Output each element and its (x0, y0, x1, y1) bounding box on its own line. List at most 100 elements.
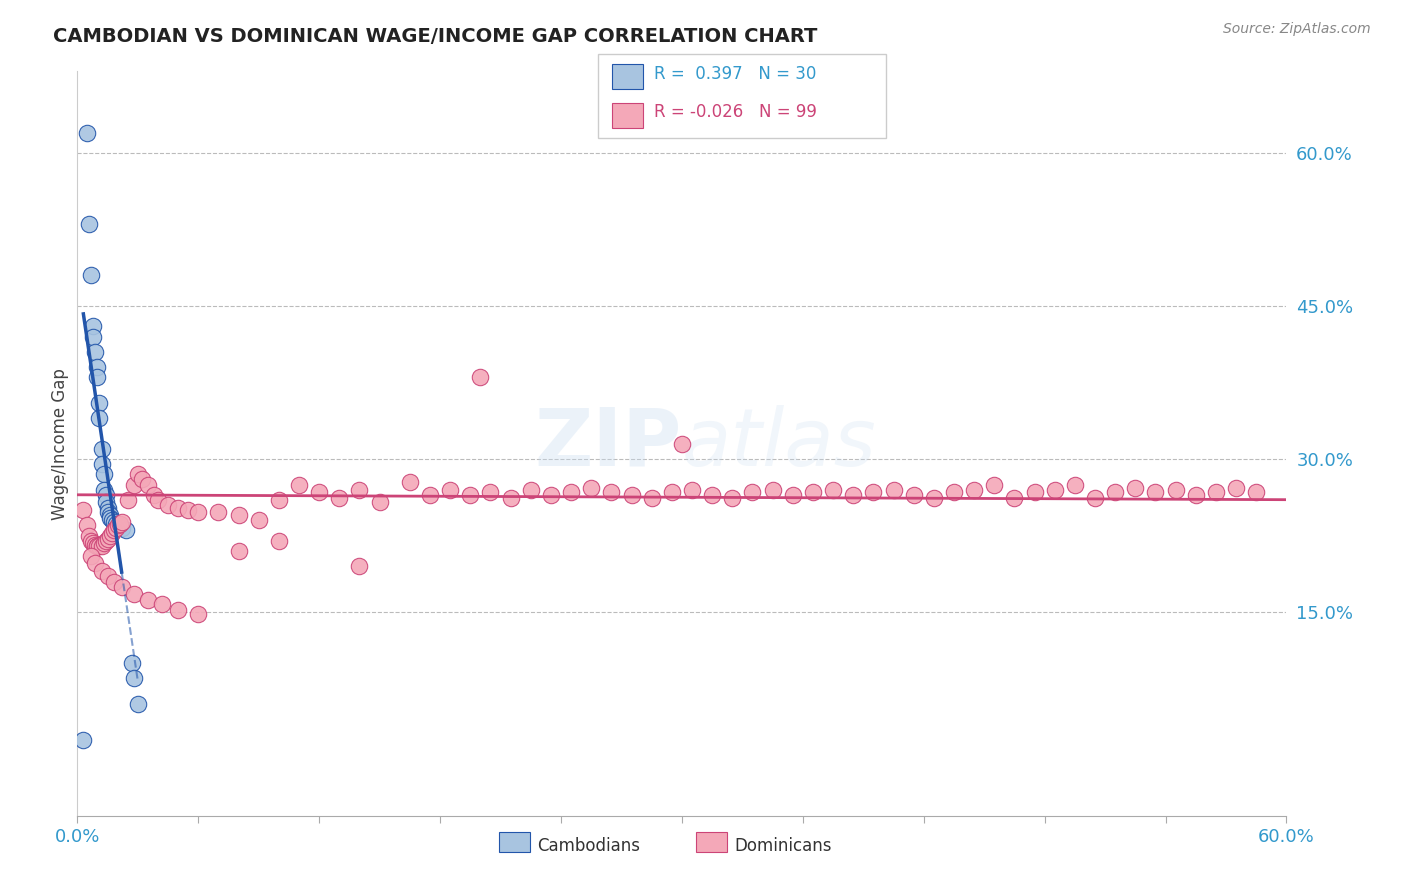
Point (98, 508, 121, 523)
Point (267, 492, 290, 507)
Point (136, 593, 159, 607)
Point (72, 503, 94, 517)
Point (520, 483, 543, 497)
Point (90, 442, 112, 456)
Point (903, 488, 925, 502)
Point (79, 528, 101, 542)
Point (94, 488, 117, 502)
Point (247, 513, 270, 527)
Point (82, 535, 104, 549)
Point (89, 411, 111, 425)
Point (111, 516, 134, 530)
Point (96, 505, 118, 519)
Point (349, 483, 371, 497)
Point (823, 483, 845, 497)
Point (862, 484, 884, 499)
Point (762, 483, 785, 497)
Point (581, 481, 603, 495)
Point (922, 491, 945, 505)
Point (167, 501, 190, 516)
Point (328, 491, 350, 505)
Point (107, 519, 129, 533)
Point (1024, 484, 1046, 499)
Point (842, 488, 865, 502)
Text: CAMBODIAN VS DOMINICAN WAGE/INCOME GAP CORRELATION CHART: CAMBODIAN VS DOMINICAN WAGE/INCOME GAP C… (53, 27, 818, 45)
Point (228, 544, 250, 558)
Point (600, 484, 623, 499)
Point (86, 360, 108, 375)
Point (122, 672, 145, 686)
Point (93, 467, 115, 482)
Point (76, 126, 98, 140)
Point (1004, 491, 1026, 505)
Point (103, 516, 125, 530)
Point (84, 345, 107, 359)
Point (1144, 484, 1167, 499)
Point (439, 483, 461, 497)
Point (349, 559, 371, 574)
Point (93, 535, 115, 549)
Point (671, 436, 693, 450)
Point (470, 370, 492, 384)
Point (72, 732, 94, 747)
Point (86, 539, 108, 553)
Point (111, 580, 134, 594)
Point (100, 513, 122, 527)
Text: R =  0.397   N = 30: R = 0.397 N = 30 (654, 65, 815, 83)
Point (98, 511, 121, 525)
Point (499, 491, 522, 505)
Point (661, 484, 683, 499)
Point (131, 473, 153, 487)
Point (782, 488, 804, 502)
Point (98, 528, 121, 542)
Text: ZIP: ZIP (534, 405, 682, 483)
Point (157, 498, 180, 512)
Point (86, 370, 108, 384)
Point (641, 491, 664, 505)
Text: Cambodians: Cambodians (537, 837, 640, 855)
Point (187, 505, 209, 519)
Point (963, 483, 986, 497)
Point (82, 329, 104, 343)
Point (90, 564, 112, 578)
Point (167, 603, 190, 617)
Point (127, 467, 149, 482)
Point (399, 475, 422, 489)
Point (84, 538, 107, 552)
Text: R = -0.026   N = 99: R = -0.026 N = 99 (654, 103, 817, 120)
Point (122, 477, 145, 491)
Point (146, 492, 169, 507)
Point (1164, 483, 1187, 497)
Point (82, 319, 104, 334)
Text: atlas: atlas (682, 405, 877, 483)
Point (620, 488, 643, 502)
Point (104, 521, 127, 535)
Text: Dominicans: Dominicans (734, 837, 831, 855)
Point (114, 524, 136, 538)
Point (681, 483, 703, 497)
Point (103, 524, 125, 538)
Point (1125, 481, 1147, 495)
Point (76, 518, 98, 533)
Point (1225, 481, 1247, 495)
Text: Source: ZipAtlas.com: Source: ZipAtlas.com (1223, 22, 1371, 37)
Point (308, 484, 330, 499)
Point (86, 539, 108, 553)
Point (540, 488, 562, 502)
Point (983, 477, 1005, 491)
Point (103, 574, 125, 589)
Point (90, 539, 112, 553)
Point (458, 488, 481, 502)
Point (207, 505, 229, 519)
Point (479, 484, 502, 499)
Point (94, 495, 117, 509)
Point (80, 268, 103, 283)
Point (943, 484, 966, 499)
Point (721, 491, 744, 505)
Point (187, 607, 209, 622)
Point (419, 488, 441, 502)
Point (122, 587, 145, 601)
Point (1246, 484, 1268, 499)
Point (288, 477, 311, 491)
Point (104, 517, 127, 532)
